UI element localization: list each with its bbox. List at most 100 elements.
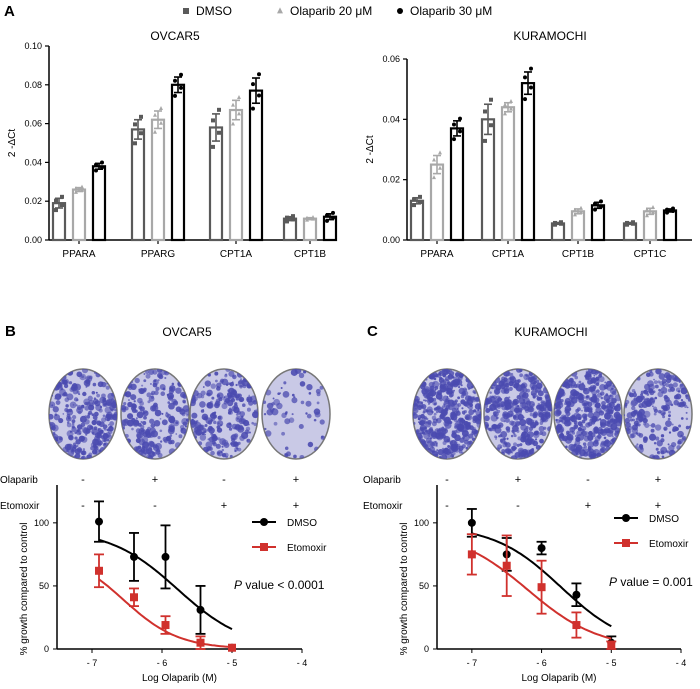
colony	[107, 434, 112, 440]
colony	[68, 381, 73, 385]
colony	[436, 428, 444, 436]
data-point	[139, 114, 143, 119]
colony	[107, 429, 113, 435]
colony	[153, 379, 157, 383]
colony	[601, 404, 607, 410]
colony	[607, 402, 612, 408]
colony	[87, 376, 91, 380]
bar	[150, 118, 166, 242]
colony	[432, 450, 435, 454]
olaparib-sign: -	[445, 474, 449, 486]
x-axis-label: Log Olaparib (M)	[521, 673, 596, 684]
colony	[637, 432, 641, 437]
colony	[507, 410, 514, 418]
data-point	[211, 118, 215, 123]
data-point	[467, 550, 476, 559]
colony	[536, 396, 541, 401]
colony	[668, 414, 671, 418]
colony	[519, 373, 524, 378]
data-point	[251, 106, 255, 111]
colony	[631, 405, 636, 411]
colony	[145, 369, 150, 374]
data-point	[153, 129, 157, 134]
bar	[520, 82, 536, 242]
colony	[246, 439, 249, 442]
colony	[245, 426, 251, 432]
colony	[420, 384, 426, 390]
colony	[484, 415, 490, 422]
data-point	[257, 72, 261, 77]
colony	[583, 406, 586, 409]
colony	[560, 432, 564, 435]
colony	[265, 430, 272, 437]
colony	[308, 392, 312, 395]
colony	[631, 389, 636, 393]
colony	[424, 395, 427, 398]
colony	[537, 390, 544, 397]
data-point	[237, 111, 241, 116]
colony	[665, 420, 672, 428]
colony	[520, 450, 527, 458]
colony	[204, 433, 207, 436]
colony	[147, 455, 154, 459]
data-point	[412, 197, 416, 202]
colony	[435, 418, 439, 422]
colony	[624, 405, 628, 409]
colony	[223, 396, 226, 399]
panel-label-b: B	[5, 323, 16, 340]
colony	[585, 370, 589, 374]
colony	[85, 382, 91, 388]
colony	[79, 415, 87, 423]
data-point	[483, 109, 487, 114]
colony	[648, 371, 654, 377]
colony	[235, 383, 238, 387]
colony	[500, 417, 506, 422]
colony	[284, 412, 288, 415]
bar	[248, 89, 264, 242]
p-value-text: value = 0.001	[617, 575, 693, 589]
colony	[74, 436, 78, 440]
data-point	[631, 220, 635, 225]
colony	[488, 427, 491, 431]
colony	[573, 426, 577, 430]
colony	[256, 408, 258, 410]
colony	[474, 397, 480, 403]
colony	[558, 434, 565, 442]
colony	[435, 442, 438, 445]
colony	[99, 429, 104, 435]
colony	[435, 406, 439, 411]
colony	[149, 427, 156, 434]
x-tick-label: CPT1C	[634, 249, 667, 260]
colony	[459, 437, 465, 443]
data-point	[502, 561, 511, 570]
data-point	[418, 199, 422, 204]
data-point	[432, 157, 436, 162]
colony	[533, 431, 537, 436]
colony	[153, 405, 157, 409]
colony	[542, 386, 551, 394]
colony	[593, 411, 601, 419]
colony	[530, 378, 537, 385]
y-tick-label: 0.00	[24, 235, 42, 245]
colony	[59, 436, 63, 441]
colony	[677, 390, 681, 393]
data-point	[80, 187, 84, 192]
data-point	[228, 643, 236, 652]
colony	[77, 410, 82, 415]
data-point	[173, 78, 177, 83]
data-point	[509, 98, 513, 103]
colony	[145, 373, 151, 379]
colony	[581, 428, 585, 433]
colony	[159, 429, 163, 433]
colony	[468, 433, 474, 439]
colony	[184, 425, 188, 428]
colony	[603, 440, 612, 448]
colony	[175, 387, 182, 394]
colony	[207, 373, 211, 377]
colony	[554, 407, 556, 410]
colony	[593, 374, 596, 377]
colony	[253, 422, 257, 427]
colony	[653, 378, 655, 381]
culture-plate	[261, 368, 331, 460]
colony	[460, 384, 463, 387]
